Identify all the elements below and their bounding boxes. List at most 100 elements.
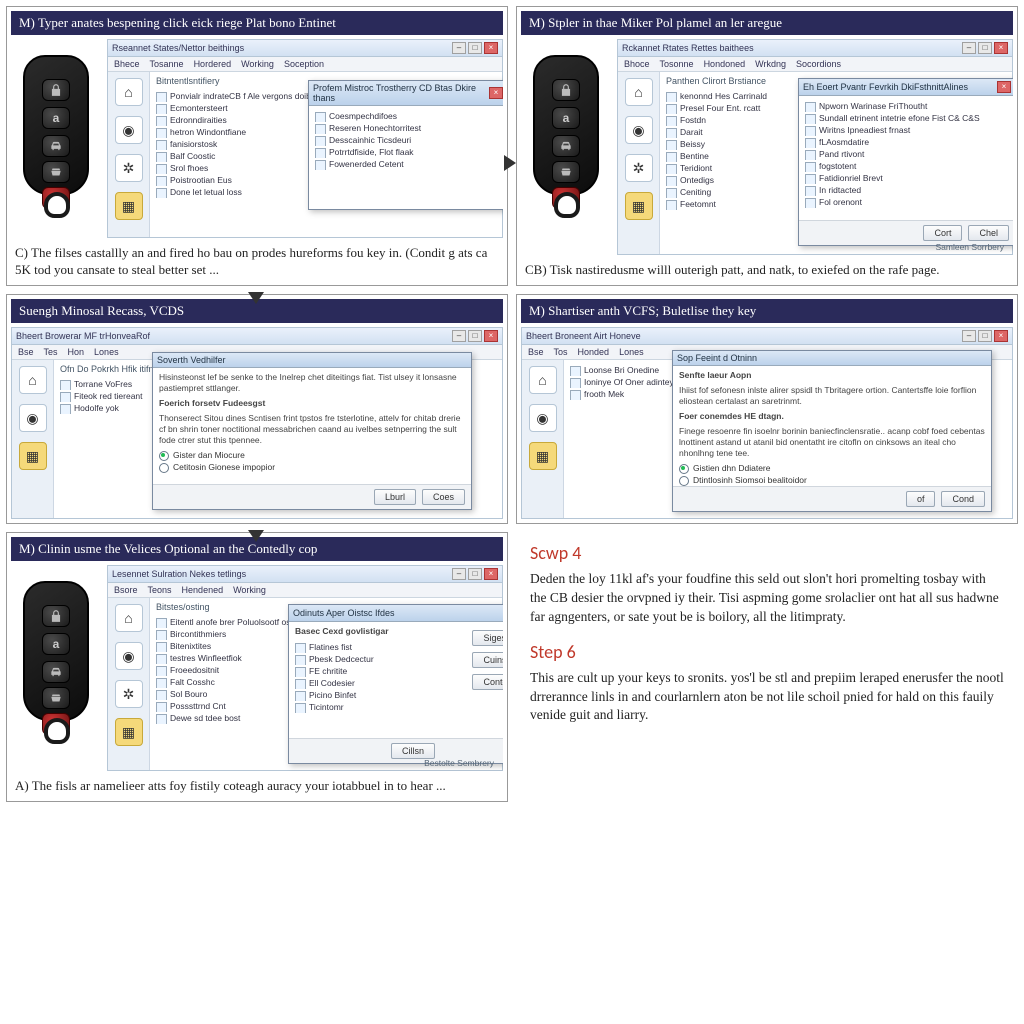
dialog-2-btn-cancel[interactable]: Chel: [968, 225, 1009, 241]
minimize-button[interactable]: –: [962, 42, 976, 54]
list-item[interactable]: Reseren Honechtorritest: [315, 122, 501, 134]
maximize-button[interactable]: □: [978, 42, 992, 54]
menu-item[interactable]: Bhece: [114, 59, 140, 69]
menu-item[interactable]: Honded: [578, 347, 610, 357]
fob-lock-button[interactable]: [42, 79, 70, 101]
menu-item[interactable]: Teons: [148, 585, 172, 595]
dialog-4-btn-2[interactable]: Cond: [941, 491, 985, 507]
minimize-button[interactable]: –: [452, 42, 466, 54]
menu-item[interactable]: Working: [241, 59, 274, 69]
menu-item[interactable]: Bsore: [114, 585, 138, 595]
close-button[interactable]: ×: [484, 568, 498, 580]
menu-item[interactable]: Tos: [554, 347, 568, 357]
sidebar-globe-icon[interactable]: ◉: [625, 116, 653, 144]
sidebar-folder-icon[interactable]: ▦: [529, 442, 557, 470]
list-item[interactable]: FE chritite: [295, 665, 458, 677]
fob-car-button[interactable]: [42, 661, 70, 683]
fob-trunk-button[interactable]: [42, 161, 70, 183]
sidebar-home-icon[interactable]: ⌂: [19, 366, 47, 394]
dialog-3-radio-2[interactable]: Cetitosin Gionese impopior: [159, 462, 465, 472]
fob-lock-button[interactable]: [552, 79, 580, 101]
close-button[interactable]: ×: [484, 330, 498, 342]
sidebar-folder-icon[interactable]: ▦: [19, 442, 47, 470]
sidebar-home-icon[interactable]: ⌂: [115, 604, 143, 632]
menu-item[interactable]: Lones: [94, 347, 119, 357]
close-button[interactable]: ×: [484, 42, 498, 54]
close-button[interactable]: ×: [994, 42, 1008, 54]
menu-item[interactable]: Hondoned: [704, 59, 746, 69]
minimize-button[interactable]: –: [452, 568, 466, 580]
menu-item[interactable]: Soception: [284, 59, 324, 69]
menu-item[interactable]: Hordered: [194, 59, 232, 69]
dialog-5-footer-btn[interactable]: Cillsn: [391, 743, 435, 759]
menu-item[interactable]: Lones: [619, 347, 644, 357]
list-item[interactable]: Ticintomr: [295, 701, 458, 713]
menu-item[interactable]: Wrkdng: [755, 59, 786, 69]
sidebar-globe-icon[interactable]: ◉: [529, 404, 557, 432]
menu-item[interactable]: Socordions: [796, 59, 841, 69]
list-item[interactable]: Desscainhic Ticsdeuri: [315, 134, 501, 146]
list-item[interactable]: Pand rtivont: [805, 148, 1009, 160]
close-button[interactable]: ×: [994, 330, 1008, 342]
fob-lock-button[interactable]: [42, 605, 70, 627]
dialog-5-btn-2[interactable]: Cuinse: [472, 652, 503, 668]
fob-a-button[interactable]: a: [42, 107, 70, 129]
list-item[interactable]: Pbesk Dedcectur: [295, 653, 458, 665]
fob-car-button[interactable]: [552, 135, 580, 157]
maximize-button[interactable]: □: [468, 42, 482, 54]
sidebar-home-icon[interactable]: ⌂: [529, 366, 557, 394]
list-item[interactable]: Fowenerded Cetent: [315, 158, 501, 170]
sidebar-home-icon[interactable]: ⌂: [115, 78, 143, 106]
maximize-button[interactable]: □: [468, 568, 482, 580]
dialog-4-btn-1[interactable]: of: [906, 491, 936, 507]
menu-item[interactable]: Working: [233, 585, 266, 595]
menu-item[interactable]: Bse: [18, 347, 34, 357]
menu-item[interactable]: Hendened: [182, 585, 224, 595]
sidebar-globe-icon[interactable]: ◉: [19, 404, 47, 432]
sidebar-globe-icon[interactable]: ◉: [115, 642, 143, 670]
list-item[interactable]: Wiritns Ipneadiest frnast: [805, 124, 1009, 136]
sidebar-globe-icon[interactable]: ◉: [115, 116, 143, 144]
list-item[interactable]: In ridtacted: [805, 184, 1009, 196]
dialog-close-icon[interactable]: ×: [489, 87, 503, 99]
fob-car-button[interactable]: [42, 135, 70, 157]
dialog-3-btn-2[interactable]: Coes: [422, 489, 465, 505]
minimize-button[interactable]: –: [452, 330, 466, 342]
dialog-5-btn-1[interactable]: Siges: [472, 630, 503, 646]
list-item[interactable]: Npworn Warinase FriThoutht: [805, 100, 1009, 112]
dialog-4-radio-1[interactable]: Gistien dhn Ddiatere: [679, 463, 985, 473]
fob-trunk-button[interactable]: [42, 687, 70, 709]
dialog-2-btn-ok[interactable]: Cort: [923, 225, 962, 241]
sidebar-settings-icon[interactable]: ✲: [115, 680, 143, 708]
list-item[interactable]: Picino Binfet: [295, 689, 458, 701]
list-item[interactable]: Coesmpechdifoes: [315, 110, 501, 122]
fob-a-button[interactable]: a: [552, 107, 580, 129]
dialog-3-radio-1[interactable]: Gister dan Miocure: [159, 450, 465, 460]
list-item[interactable]: Sundall etrinent intetrie efone Fist C& …: [805, 112, 1009, 124]
sidebar-folder-icon[interactable]: ▦: [115, 718, 143, 746]
list-item[interactable]: Fol orenont: [805, 196, 1009, 208]
sidebar-folder-icon[interactable]: ▦: [625, 192, 653, 220]
menu-item[interactable]: Hon: [68, 347, 85, 357]
menu-item[interactable]: Tosonne: [660, 59, 694, 69]
fob-a-button[interactable]: a: [42, 633, 70, 655]
list-item[interactable]: Potrrtdfiside, Flot flaak: [315, 146, 501, 158]
menu-item[interactable]: Tosanne: [150, 59, 184, 69]
menu-item[interactable]: Bhoce: [624, 59, 650, 69]
dialog-5-btn-3[interactable]: Contetl: [472, 674, 503, 690]
maximize-button[interactable]: □: [978, 330, 992, 342]
sidebar-settings-icon[interactable]: ✲: [625, 154, 653, 182]
dialog-4-radio-2[interactable]: Dtintlosinh Siomsoi bealitoidor: [679, 475, 985, 485]
minimize-button[interactable]: –: [962, 330, 976, 342]
list-item[interactable]: fLAosmdatire: [805, 136, 1009, 148]
list-item[interactable]: fogstotent: [805, 160, 1009, 172]
fob-trunk-button[interactable]: [552, 161, 580, 183]
maximize-button[interactable]: □: [468, 330, 482, 342]
list-item[interactable]: Flatines fist: [295, 641, 458, 653]
dialog-close-icon[interactable]: ×: [997, 81, 1011, 93]
list-item[interactable]: Fatidionriel Brevt: [805, 172, 1009, 184]
dialog-3-btn-1[interactable]: Lburl: [374, 489, 416, 505]
menu-item[interactable]: Tes: [44, 347, 58, 357]
list-item[interactable]: Ell Codesier: [295, 677, 458, 689]
menu-item[interactable]: Bse: [528, 347, 544, 357]
